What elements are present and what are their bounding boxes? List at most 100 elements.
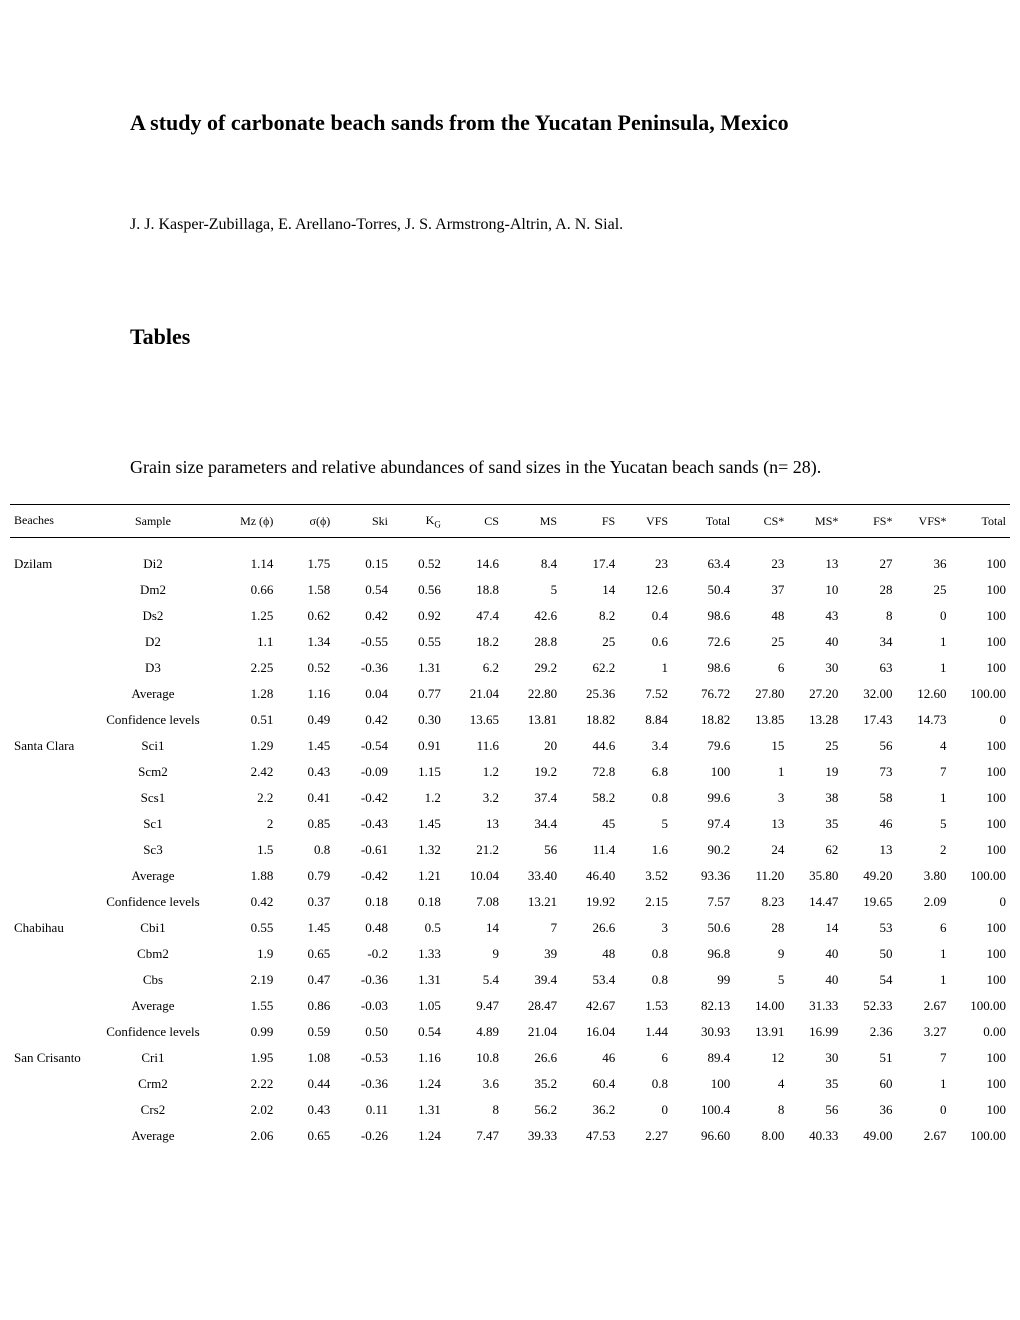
cell-value: 0.59 (277, 1019, 334, 1045)
cell-value: 4 (896, 733, 950, 759)
cell-value: 0.86 (277, 993, 334, 1019)
cell-value: 1.1 (218, 629, 277, 655)
cell-value: 8 (734, 1097, 788, 1123)
col-fs: FS (561, 505, 619, 538)
cell-value: 0 (951, 889, 1010, 915)
cell-value: -0.61 (334, 837, 392, 863)
cell-value: 25 (734, 629, 788, 655)
cell-value: 1.08 (277, 1045, 334, 1071)
cell-value: 38 (788, 785, 842, 811)
cell-value: 1.34 (277, 629, 334, 655)
cell-value: 16.99 (788, 1019, 842, 1045)
cell-value: 0.43 (277, 759, 334, 785)
cell-value: 14 (561, 577, 619, 603)
cell-value: 3.52 (619, 863, 672, 889)
cell-value: 3.27 (896, 1019, 950, 1045)
cell-value: 13 (445, 811, 503, 837)
cell-value: 44.6 (561, 733, 619, 759)
cell-value: 0.18 (392, 889, 445, 915)
cell-value: 0.4 (619, 603, 672, 629)
cell-value: 4.89 (445, 1019, 503, 1045)
cell-value: 73 (842, 759, 896, 785)
table-row: Scs12.20.41-0.421.23.237.458.20.899.6338… (10, 785, 1010, 811)
cell-beach (10, 603, 87, 629)
cell-value: 28 (734, 915, 788, 941)
cell-value: 2.25 (218, 655, 277, 681)
cell-value: 99 (672, 967, 734, 993)
cell-sample: Dm2 (87, 577, 218, 603)
cell-value: 0.99 (218, 1019, 277, 1045)
table-row: Average2.060.65-0.261.247.4739.3347.532.… (10, 1123, 1010, 1149)
cell-value: 62 (788, 837, 842, 863)
cell-value: 13.21 (503, 889, 561, 915)
cell-value: 0.91 (392, 733, 445, 759)
cell-sample: Confidence levels (87, 707, 218, 733)
cell-value: 5 (619, 811, 672, 837)
cell-value: 100 (951, 655, 1010, 681)
cell-value: 7.52 (619, 681, 672, 707)
cell-value: 58 (842, 785, 896, 811)
cell-value: 2.2 (218, 785, 277, 811)
cell-value: 63 (842, 655, 896, 681)
cell-value: 15 (734, 733, 788, 759)
cell-value: -0.42 (334, 863, 392, 889)
cell-value: 1.05 (392, 993, 445, 1019)
cell-value: 1.28 (218, 681, 277, 707)
cell-value: 13.28 (788, 707, 842, 733)
col-ms: MS (503, 505, 561, 538)
cell-value: 58.2 (561, 785, 619, 811)
cell-value: 47.53 (561, 1123, 619, 1149)
cell-value: 6 (896, 915, 950, 941)
cell-value: 6 (619, 1045, 672, 1071)
cell-beach (10, 967, 87, 993)
cell-value: 26.6 (561, 915, 619, 941)
cell-value: 100.00 (951, 993, 1010, 1019)
cell-beach (10, 681, 87, 707)
cell-value: 89.4 (672, 1045, 734, 1071)
table-header-row: Beaches Sample Mz (ϕ) σ(ϕ) Ski KG CS MS … (10, 505, 1010, 538)
cell-sample: Average (87, 681, 218, 707)
cell-value: 100 (951, 629, 1010, 655)
cell-value: 7.57 (672, 889, 734, 915)
cell-value: 42.6 (503, 603, 561, 629)
cell-beach: Dzilam (10, 538, 87, 578)
cell-sample: Confidence levels (87, 1019, 218, 1045)
cell-value: 34.4 (503, 811, 561, 837)
cell-value: 13.81 (503, 707, 561, 733)
table-row: Cbm21.90.65-0.21.33939480.896.8940501100 (10, 941, 1010, 967)
cell-value: 8 (842, 603, 896, 629)
cell-value: 2.15 (619, 889, 672, 915)
cell-value: 0.49 (277, 707, 334, 733)
cell-value: 0.77 (392, 681, 445, 707)
table-row: Sc31.50.8-0.611.3221.25611.41.690.224621… (10, 837, 1010, 863)
cell-value: 0.50 (334, 1019, 392, 1045)
cell-value: 25 (561, 629, 619, 655)
cell-sample: Sc1 (87, 811, 218, 837)
cell-beach (10, 811, 87, 837)
cell-value: 1.31 (392, 967, 445, 993)
cell-sample: Average (87, 993, 218, 1019)
col-kg: KG (392, 505, 445, 538)
cell-value: 1.9 (218, 941, 277, 967)
cell-beach (10, 629, 87, 655)
paper-title: A study of carbonate beach sands from th… (130, 110, 900, 136)
authors-line: J. J. Kasper-Zubillaga, E. Arellano-Torr… (130, 216, 900, 234)
cell-sample: Cbm2 (87, 941, 218, 967)
cell-value: 5 (896, 811, 950, 837)
cell-beach (10, 1071, 87, 1097)
cell-value: 3 (734, 785, 788, 811)
col-total2: Total (951, 505, 1010, 538)
cell-value: -0.55 (334, 629, 392, 655)
cell-beach (10, 707, 87, 733)
cell-value: 0.8 (619, 967, 672, 993)
cell-value: 19.2 (503, 759, 561, 785)
cell-value: 1.45 (277, 915, 334, 941)
cell-value: 100.4 (672, 1097, 734, 1123)
cell-value: 1.14 (218, 538, 277, 578)
cell-value: 63.4 (672, 538, 734, 578)
cell-value: 0.42 (334, 603, 392, 629)
col-sigma: σ(ϕ) (277, 505, 334, 538)
table-row: Average1.880.79-0.421.2110.0433.4046.403… (10, 863, 1010, 889)
cell-value: 16.04 (561, 1019, 619, 1045)
cell-sample: Cbi1 (87, 915, 218, 941)
